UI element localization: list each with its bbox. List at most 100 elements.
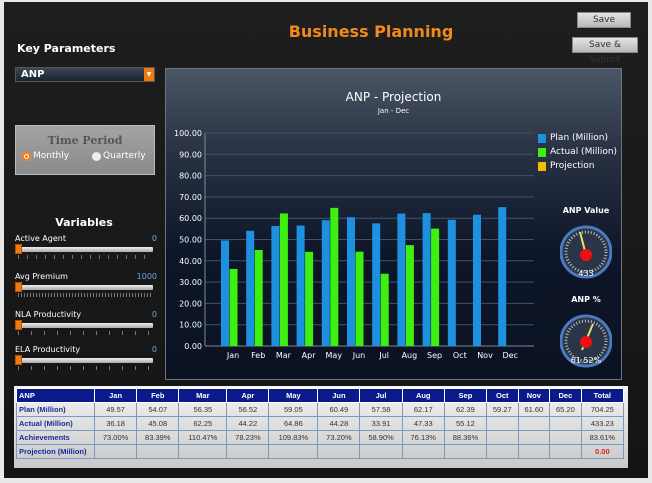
slider-track[interactable]	[15, 358, 153, 363]
y-tick-label: 20.00	[179, 299, 202, 308]
column-header: Jul	[359, 388, 403, 403]
slider-nla-productivity: NLA Productivity 0	[15, 310, 157, 342]
legend-swatch	[538, 147, 546, 157]
table-cell: 55.12	[443, 416, 488, 431]
radio-monthly[interactable]: Monthly	[22, 151, 69, 161]
save-submit-button[interactable]: Save & Submit	[572, 37, 638, 65]
table-cell	[549, 430, 582, 445]
slider-value: 1000	[136, 272, 157, 281]
y-tick-label: 50.00	[179, 236, 202, 245]
chevron-down-icon[interactable]: ▼	[144, 68, 154, 81]
bar-actual	[279, 213, 288, 346]
bar-actual	[305, 251, 314, 346]
column-header: Sep	[443, 388, 488, 403]
table-cell: 433.23	[580, 416, 625, 431]
column-header: Mar	[178, 388, 228, 403]
gauge-label: ANP Value	[562, 206, 610, 215]
table-cell: 58.90%	[359, 430, 403, 445]
table-cell: 59.05	[268, 402, 319, 417]
bar-plan	[246, 230, 255, 346]
slider-thumb[interactable]	[15, 282, 22, 292]
table-cell: 88.36%	[443, 430, 488, 445]
x-tick-label: Apr	[302, 351, 317, 360]
table-cell	[443, 444, 488, 459]
table-cell: 62.17	[401, 402, 445, 417]
anp-value-gauge: 433	[560, 225, 612, 279]
table-row: Projection (Million) 0.00	[16, 444, 625, 459]
page-title: Business Planning	[288, 22, 454, 41]
table-cell	[549, 444, 582, 459]
slider-track[interactable]	[15, 323, 153, 328]
table-cell: 45.08	[136, 416, 180, 431]
parameter-select[interactable]: ANP ▼	[15, 67, 155, 82]
parameter-select-value: ANP	[21, 69, 45, 80]
table-cell: 56.35	[178, 402, 228, 417]
bar-plan	[271, 225, 280, 346]
table-cell: 44.28	[317, 416, 361, 431]
radio-label: Monthly	[33, 151, 70, 161]
key-parameters-heading: Key Parameters	[17, 42, 116, 55]
table-cell: 78.23%	[226, 430, 270, 445]
x-tick-label: Sep	[427, 351, 442, 360]
slider-thumb[interactable]	[15, 355, 22, 365]
table-cell: 73.20%	[317, 430, 361, 445]
table-cell: 56.52	[226, 402, 270, 417]
x-tick-label: Jan	[226, 351, 239, 360]
slider-thumb[interactable]	[15, 320, 22, 330]
x-tick-label: Nov	[477, 351, 493, 360]
y-tick-label: 30.00	[179, 278, 202, 287]
bar-plan	[321, 220, 330, 346]
row-header: Achievements	[16, 430, 95, 445]
slider-label: NLA Productivity	[15, 310, 82, 319]
legend-swatch	[538, 133, 546, 143]
bar-actual	[229, 268, 238, 346]
table-cell: 65.20	[549, 402, 582, 417]
bar-plan	[221, 240, 229, 346]
radio-unchecked-icon	[92, 151, 101, 161]
chart-subtitle: Jan - Dec	[377, 107, 410, 115]
y-tick-label: 0.00	[184, 342, 202, 351]
table-cell	[226, 444, 270, 459]
save-button[interactable]: Save	[577, 12, 631, 28]
slider-track[interactable]	[15, 247, 153, 252]
bar-actual	[431, 228, 440, 346]
y-tick-label: 60.00	[179, 214, 202, 223]
slider-value: 0	[151, 345, 157, 354]
table-cell	[268, 444, 319, 459]
anp-table: ANP Jan Feb Mar Apr May Jun Jul Aug Sep Oct Nov Dec T…	[16, 388, 625, 459]
slider-label: Active Agent	[15, 234, 66, 243]
column-header: ANP	[16, 388, 95, 403]
table-cell: 49.57	[93, 402, 138, 417]
bar-plan	[296, 225, 305, 346]
gauge-label: ANP %	[571, 295, 601, 304]
table-cell: 64.86	[268, 416, 319, 431]
table-row: Achievements 73.00% 83.39% 110.47% 78.23% 109…	[16, 430, 625, 445]
radio-quarterly[interactable]: Quarterly	[92, 151, 146, 161]
table-cell: 110.47%	[178, 430, 228, 445]
slider-track[interactable]	[15, 285, 153, 290]
slider-thumb[interactable]	[15, 244, 22, 254]
column-header: Aug	[401, 388, 445, 403]
y-tick-label: 90.00	[179, 150, 202, 159]
legend-swatch	[538, 161, 546, 171]
column-header: Total	[580, 388, 625, 403]
slider-avg-premium: Avg Premium 1000	[15, 272, 157, 304]
legend-plan: Plan (Million)	[538, 133, 608, 143]
table-cell	[359, 444, 403, 459]
bar-plan	[397, 213, 406, 346]
bar-actual	[254, 249, 263, 346]
table-cell: 61.60	[517, 402, 551, 417]
column-header: Oct	[486, 388, 519, 403]
column-header: Jan	[93, 388, 138, 403]
slider-value: 0	[151, 310, 157, 319]
bar-actual	[330, 207, 339, 346]
data-table-container: ANP Jan Feb Mar Apr May Jun Jul Aug Sep Oct Nov Dec T…	[14, 386, 628, 468]
table-cell	[486, 416, 519, 431]
y-tick-label: 70.00	[179, 193, 202, 202]
table-row: Plan (Million) 49.57 54.07 56.35 56.52 59.05 6…	[16, 402, 625, 417]
x-tick-label: Jun	[352, 351, 366, 360]
row-header: Actual (Million)	[16, 416, 95, 431]
legend-label: Projection	[550, 161, 595, 171]
radio-checked-icon	[22, 151, 31, 161]
variables-heading: Variables	[55, 216, 113, 229]
